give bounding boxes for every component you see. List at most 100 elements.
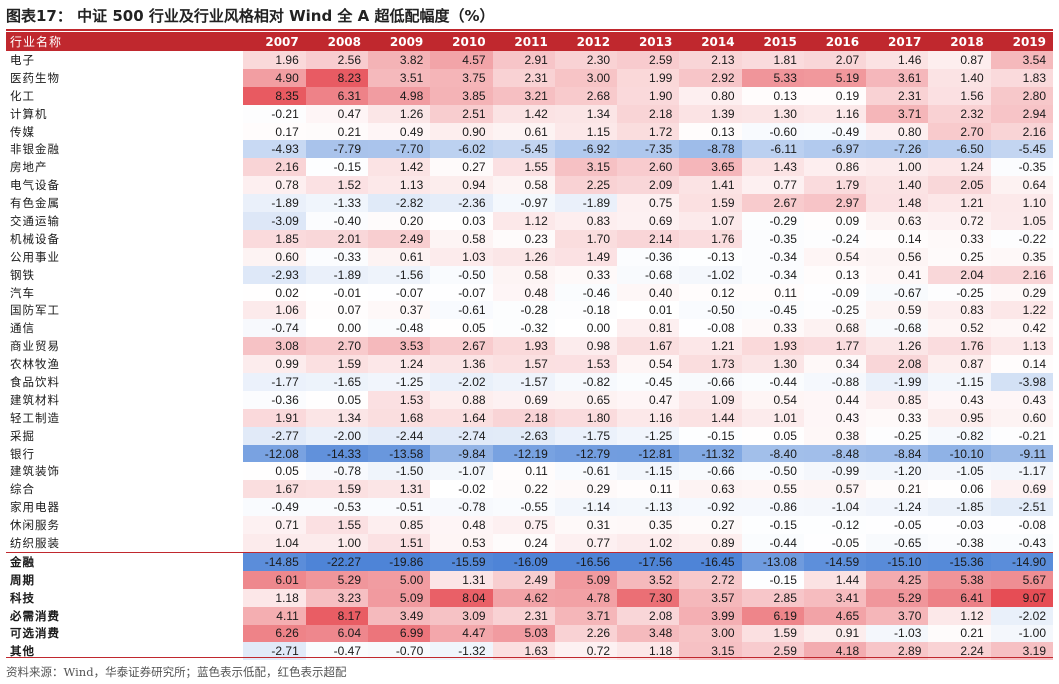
value-cell: 0.77 [554, 534, 618, 553]
value-cell: -7.35 [617, 140, 680, 159]
value-cell: 0.80 [679, 86, 742, 105]
value-cell: 1.93 [492, 337, 555, 356]
table-row: 计算机 -0.21 0.47 1.26 2.51 1.42 1.34 2.18 1.39 1.30… [6, 104, 1053, 123]
value-cell: -1.99 [866, 373, 929, 391]
table-row: 采掘 -2.77 -2.00 -2.44 -2.74 -2.63 -1.75 -1.25 -0.… [6, 426, 1053, 445]
value-cell: 5.29 [866, 588, 929, 607]
value-cell: 0.47 [617, 390, 680, 409]
value-cell: 1.16 [803, 104, 867, 123]
value-cell: 7.30 [617, 588, 680, 607]
value-cell: 0.29 [991, 284, 1053, 302]
row-name: 家用电器 [10, 500, 60, 515]
value-cell: 1.76 [928, 337, 991, 356]
value-cell: -2.71 [243, 642, 306, 661]
row-name: 采掘 [10, 428, 35, 443]
value-cell: 0.98 [554, 337, 618, 356]
value-cell: 0.53 [430, 534, 493, 553]
header-year: 2010 [430, 32, 493, 51]
value-cell: 0.03 [462, 213, 486, 228]
header-year: 2013 [617, 32, 680, 51]
value-cell: 0.77 [741, 176, 804, 195]
value-cell: -1.75 [554, 426, 618, 445]
value-cell: -2.36 [430, 194, 493, 213]
value-cell: 5.09 [368, 588, 431, 607]
value-cell: 0.61 [492, 122, 555, 141]
value-cell: 1.31 [368, 480, 431, 499]
value-cell: 3.70 [866, 606, 929, 625]
value-cell: -17.56 [617, 551, 680, 571]
value-cell: -16.09 [492, 551, 555, 571]
value-cell: 6.04 [305, 624, 369, 643]
table-row: 医药生物 4.90 8.23 3.51 3.75 2.31 3.00 1.99 2.92 5.33… [6, 68, 1053, 87]
value-cell: -1.33 [305, 194, 369, 213]
value-cell: 3.00 [679, 624, 742, 643]
summary-row: 必需消费 4.11 8.17 3.49 3.09 2.31 3.71 2.08 3.99 6.19… [6, 606, 1053, 625]
value-cell: 3.53 [368, 337, 431, 356]
header-year: 2008 [305, 32, 369, 51]
value-cell: 8.35 [243, 86, 306, 105]
value-cell: 0.95 [928, 408, 991, 427]
value-cell: 2.30 [554, 51, 618, 69]
value-cell: -0.32 [520, 321, 548, 336]
value-cell: 2.56 [305, 51, 369, 69]
value-cell: -3.98 [990, 373, 1053, 391]
value-cell: -0.03 [956, 518, 984, 533]
value-cell: 2.26 [554, 624, 618, 643]
value-cell: -8.48 [803, 444, 867, 463]
value-cell: 2.08 [866, 355, 929, 374]
summary-row: 可选消费 6.26 6.04 6.99 4.47 5.03 2.26 3.48 3.00 1.59… [6, 624, 1053, 643]
table-row: 化工 8.35 6.31 4.98 3.85 3.21 2.68 1.90 0.80 0.13 0.… [6, 86, 1053, 105]
value-cell: -1.89 [243, 194, 306, 213]
value-cell: -0.33 [333, 249, 362, 264]
value-cell: 0.91 [803, 624, 867, 643]
row-name: 纺织服装 [10, 535, 60, 550]
value-cell: 0.52 [928, 319, 991, 338]
value-cell: 0.87 [928, 355, 991, 374]
value-cell: -0.07 [458, 285, 486, 300]
bottom-rule [6, 657, 1053, 658]
row-name: 医药生物 [10, 70, 60, 85]
value-cell: -1.77 [243, 373, 306, 391]
value-cell: -0.68 [866, 319, 928, 337]
value-cell: 0.94 [430, 176, 493, 195]
value-cell: -22.27 [305, 551, 369, 571]
value-cell: 2.04 [928, 265, 991, 284]
value-cell: 0.88 [430, 390, 493, 409]
value-cell: -0.36 [644, 249, 673, 264]
value-cell: -0.15 [769, 572, 797, 587]
value-cell: 9.07 [990, 588, 1053, 607]
value-cell: 1.10 [990, 194, 1053, 213]
value-cell: 1.99 [617, 68, 680, 87]
value-cell: 0.38 [804, 427, 866, 445]
value-cell: 0.22 [524, 482, 548, 497]
value-cell: 0.63 [679, 480, 742, 499]
value-cell: -1.17 [990, 462, 1053, 481]
row-name: 国防军工 [10, 303, 60, 318]
value-cell: 8.23 [305, 68, 369, 87]
value-cell: -5.45 [492, 140, 555, 159]
value-cell: 1.12 [928, 606, 991, 625]
value-cell: 1.64 [430, 408, 493, 427]
value-cell: -1.07 [430, 462, 493, 481]
table-row: 国防军工 1.06 0.07 0.37 -0.61 -0.28 -0.18 0.01 -0.50… [6, 301, 1053, 320]
value-cell: 1.26 [866, 337, 929, 356]
value-cell: 1.59 [305, 480, 369, 499]
header-year: 2017 [866, 32, 929, 51]
row-name: 商业贸易 [10, 339, 60, 354]
value-cell: 1.13 [368, 176, 431, 195]
header-year: 2016 [803, 32, 867, 51]
value-cell: 0.58 [492, 265, 555, 284]
value-cell: -6.50 [928, 140, 991, 159]
value-cell: -8.78 [679, 140, 742, 159]
value-cell: 3.15 [554, 158, 618, 177]
value-cell: 0.87 [928, 51, 991, 69]
value-cell: 1.76 [679, 229, 742, 248]
value-cell: -2.02 [990, 606, 1053, 625]
value-cell: 1.34 [554, 104, 618, 123]
value-cell: 5.29 [305, 570, 369, 589]
value-cell: 0.21 [337, 124, 362, 139]
row-name: 食品饮料 [10, 374, 60, 389]
value-cell: 0.69 [492, 390, 555, 409]
value-cell: 0.27 [679, 516, 741, 534]
value-cell: 1.42 [368, 158, 431, 177]
